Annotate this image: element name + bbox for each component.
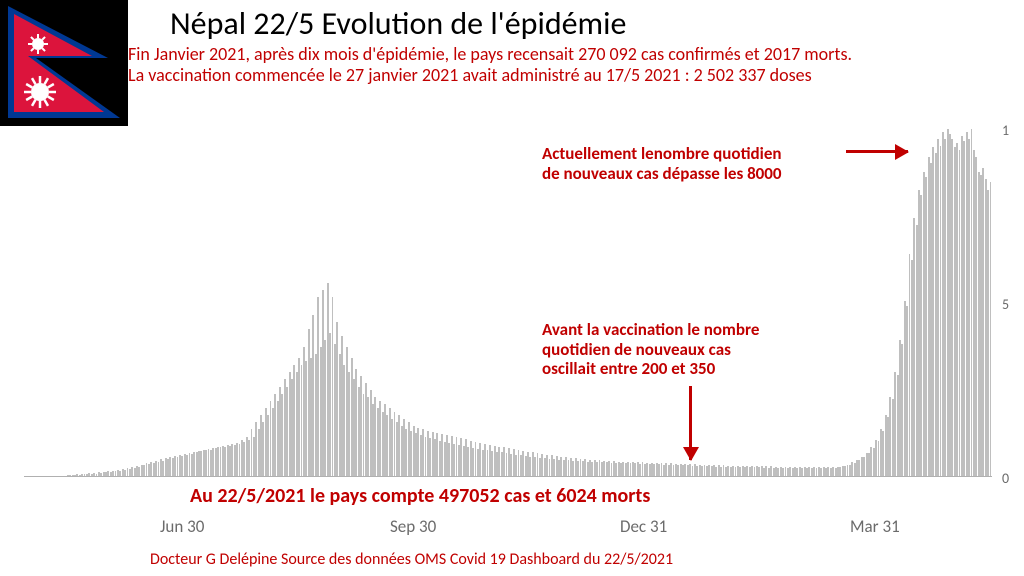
page-title: Népal 22/5 Evolution de l'épidémie [170, 4, 626, 43]
bottom-summary: Au 22/5/2021 le pays compte 497052 cas e… [190, 484, 650, 508]
annotation-line: quotidien de nouveaux cas [542, 340, 759, 360]
x-axis-label: Jun 30 [160, 516, 204, 537]
x-axis-label: Sep 30 [390, 516, 436, 537]
subtitle-line2: La vaccination commencée le 27 janvier 2… [128, 65, 852, 86]
source-citation: Docteur G Delépine Source des données OM… [150, 550, 673, 569]
chart-bar [990, 182, 992, 476]
x-axis-label: Dec 31 [620, 516, 667, 537]
y-axis-label: 5 [1002, 296, 1009, 313]
y-axis-label: 0 [1002, 470, 1009, 487]
annotation-before-vacc: Avant la vaccination le nombre quotidien… [542, 320, 759, 379]
annotation-line: Avant la vaccination le nombre [542, 320, 759, 340]
nepal-flag [0, 0, 128, 126]
annotation-line: Actuellement lenombre quotidien [542, 144, 782, 164]
y-axis-label: 1 [1002, 122, 1009, 139]
subtitle: Fin Janvier 2021, après dix mois d'épidé… [128, 44, 852, 85]
chart-baseline [24, 476, 992, 477]
subtitle-line1: Fin Janvier 2021, après dix mois d'épidé… [128, 44, 852, 65]
annotation-current-cases: Actuellement lenombre quotidien de nouve… [542, 144, 782, 183]
cases-bar-chart [24, 118, 992, 476]
annotation-line: oscillait entre 200 et 350 [542, 359, 759, 379]
annotation-line: de nouveaux cas dépasse les 8000 [542, 164, 782, 184]
x-axis-label: Mar 31 [850, 516, 900, 537]
